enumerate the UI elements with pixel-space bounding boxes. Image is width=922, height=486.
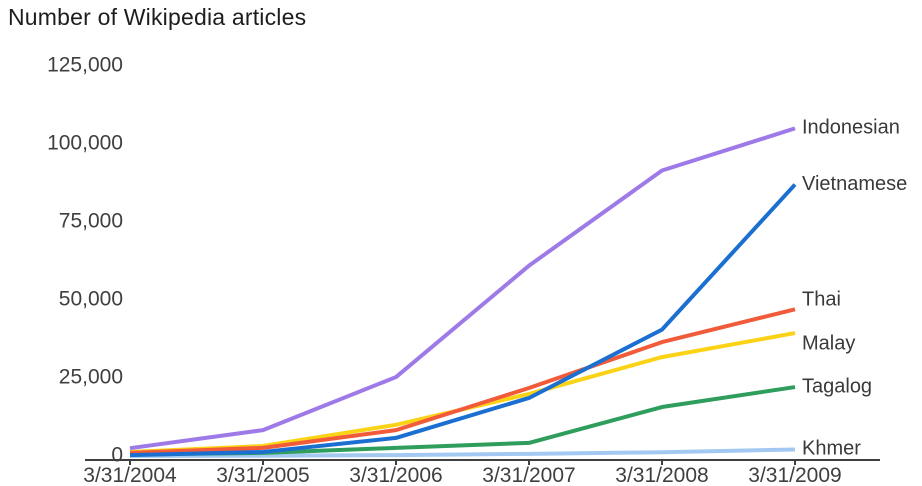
series-label-malay: Malay — [802, 332, 855, 354]
x-axis-label: 3/31/2008 — [615, 464, 708, 486]
x-axis-label: 3/31/2007 — [482, 464, 575, 486]
y-axis-label: 0 — [111, 444, 123, 467]
x-axis-label: 3/31/2004 — [83, 464, 177, 486]
y-axis-label: 100,000 — [47, 132, 123, 155]
series-label-tagalog: Tagalog — [802, 375, 872, 397]
y-axis-label: 50,000 — [59, 288, 123, 311]
series-line-vietnamese — [129, 183, 797, 458]
y-axis-label: 75,000 — [59, 210, 123, 233]
series-label-thai: Thai — [802, 289, 841, 311]
series-line-tagalog — [129, 385, 796, 457]
series-line-khmer — [129, 447, 796, 458]
x-axis-label: 3/31/2006 — [349, 464, 442, 486]
series-label-vietnamese: Vietnamese — [802, 173, 907, 195]
y-axis-label: 125,000 — [47, 54, 123, 77]
chart-title: Number of Wikipedia articles — [8, 4, 307, 30]
series-line-thai — [129, 307, 796, 455]
series-line-indonesian — [129, 126, 796, 451]
x-axis-label: 3/31/2005 — [216, 464, 309, 486]
series-label-indonesian: Indonesian — [802, 117, 900, 139]
y-axis-label: 25,000 — [59, 366, 123, 389]
x-axis-label: 3/31/2009 — [748, 464, 841, 486]
series-label-khmer: Khmer — [802, 438, 861, 460]
